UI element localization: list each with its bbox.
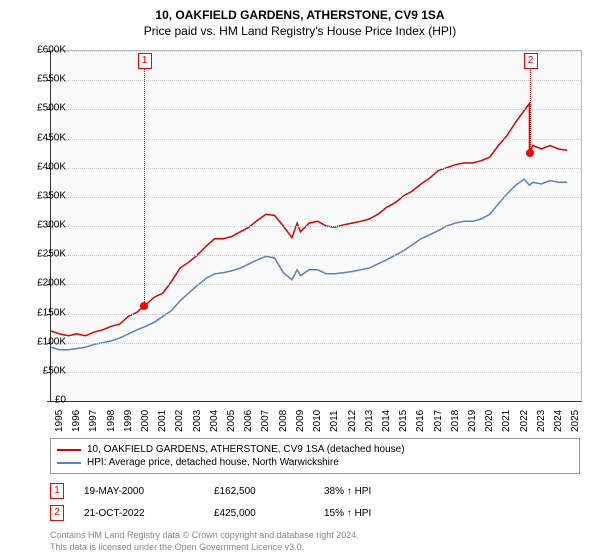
marker-box-2: 2 [524,53,538,69]
xaxis-label: 1997 [88,410,99,432]
yaxis-label: £450K [37,132,66,143]
transaction-row: 1 19-MAY-2000 £162,500 38% ↑ HPI [50,480,580,502]
xaxis-label: 2003 [192,410,203,432]
legend-row-price: 10, OAKFIELD GARDENS, ATHERSTONE, CV9 1S… [57,443,573,456]
xaxis-label: 2022 [519,410,530,432]
xaxis-label: 2006 [243,410,254,432]
marker-dot-2 [526,149,534,157]
xaxis-label: 1998 [106,410,117,432]
xaxis-label: 2020 [484,410,495,432]
yaxis-label: £600K [37,45,66,56]
yaxis-label: £200K [37,278,66,289]
plot-area: 12 [50,50,582,402]
footer-line-2: This data is licensed under the Open Gov… [50,542,580,554]
yaxis-label: £400K [37,161,66,172]
xaxis-label: 2015 [398,410,409,432]
xaxis-label: 2000 [140,410,151,432]
marker-line-2 [530,67,531,153]
yaxis-label: £250K [37,249,66,260]
xaxis-label: 2017 [433,410,444,432]
yaxis-label: £0 [55,395,66,406]
xaxis-label: 2008 [278,410,289,432]
gridline-h [51,139,581,140]
yaxis-label: £100K [37,336,66,347]
transaction-row: 2 21-OCT-2022 £425,000 15% ↑ HPI [50,502,580,524]
gridline-h [51,372,581,373]
gridline-h [51,226,581,227]
legend-box: 10, OAKFIELD GARDENS, ATHERSTONE, CV9 1S… [50,438,580,553]
ytick [47,401,51,402]
transactions-table: 1 19-MAY-2000 £162,500 38% ↑ HPI 2 21-OC… [50,480,580,524]
chart-subtitle: Price paid vs. HM Land Registry's House … [0,22,600,44]
yaxis-label: £550K [37,74,66,85]
transaction-date-2: 21-OCT-2022 [84,508,194,519]
transaction-marker-2: 2 [50,505,64,521]
gridline-h [51,80,581,81]
xaxis-label: 2009 [295,410,306,432]
xaxis-label: 2016 [415,410,426,432]
transaction-price-2: £425,000 [214,508,304,519]
xaxis-label: 2018 [450,410,461,432]
transaction-price-1: £162,500 [214,486,304,497]
yaxis-label: £350K [37,190,66,201]
transaction-hpi-2: 15% ↑ HPI [324,508,414,519]
xaxis-label: 2014 [381,410,392,432]
xaxis-label: 2021 [501,410,512,432]
xaxis-label: 2024 [553,410,564,432]
xaxis-label: 2025 [570,410,581,432]
marker-dot-1 [140,302,148,310]
legend-swatch-hpi [57,462,81,464]
xaxis-label: 1995 [54,410,65,432]
xaxis-label: 2010 [312,410,323,432]
xaxis-label: 2001 [157,410,168,432]
transaction-hpi-1: 38% ↑ HPI [324,486,414,497]
yaxis-label: £500K [37,103,66,114]
chart-title: 10, OAKFIELD GARDENS, ATHERSTONE, CV9 1S… [0,0,600,22]
chart-container: 10, OAKFIELD GARDENS, ATHERSTONE, CV9 1S… [0,0,600,560]
xaxis-label: 2007 [260,410,271,432]
xaxis-label: 2019 [467,410,478,432]
gridline-h [51,343,581,344]
transaction-date-1: 19-MAY-2000 [84,486,194,497]
legend-series-box: 10, OAKFIELD GARDENS, ATHERSTONE, CV9 1S… [50,438,580,474]
xaxis-label: 2005 [226,410,237,432]
yaxis-label: £50K [43,365,66,376]
xaxis-label: 2012 [347,410,358,432]
yaxis-label: £150K [37,307,66,318]
gridline-h [51,109,581,110]
gridline-h [51,314,581,315]
legend-row-hpi: HPI: Average price, detached house, Nort… [57,456,573,469]
xaxis-label: 1996 [71,410,82,432]
gridline-h [51,197,581,198]
footer-line-1: Contains HM Land Registry data © Crown c… [50,530,580,542]
transaction-marker-1: 1 [50,483,64,499]
xaxis-label: 2013 [364,410,375,432]
legend-swatch-price [57,449,81,451]
xaxis-label: 2002 [174,410,185,432]
marker-line-1 [144,67,145,306]
yaxis-label: £300K [37,220,66,231]
gridline-h [51,51,581,52]
gridline-h [51,168,581,169]
gridline-h [51,255,581,256]
xaxis-label: 2004 [209,410,220,432]
xaxis-label: 2023 [536,410,547,432]
xaxis-label: 2011 [329,410,340,432]
legend-label-price: 10, OAKFIELD GARDENS, ATHERSTONE, CV9 1S… [87,444,405,455]
series-line-hpi [51,179,567,349]
footer-attribution: Contains HM Land Registry data © Crown c… [50,530,580,553]
xaxis-label: 1999 [123,410,134,432]
legend-label-hpi: HPI: Average price, detached house, Nort… [87,457,339,468]
gridline-h [51,284,581,285]
marker-box-1: 1 [138,53,152,69]
